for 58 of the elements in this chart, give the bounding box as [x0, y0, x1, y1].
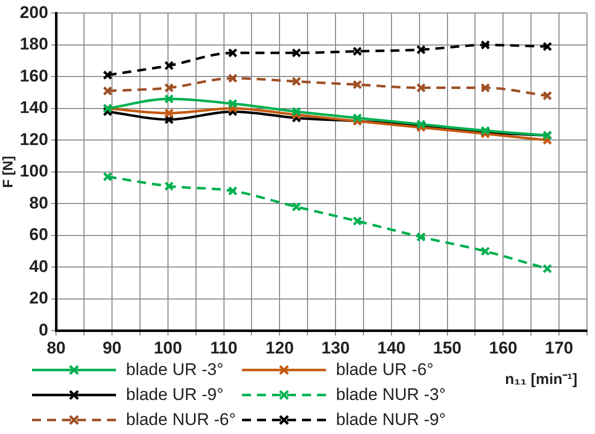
- point: [292, 106, 302, 116]
- y-tick-label: 100: [20, 162, 48, 181]
- y-tick-label: 140: [20, 98, 48, 118]
- point: [292, 76, 302, 86]
- point: [228, 186, 238, 196]
- point: [480, 40, 490, 50]
- y-tick-label: 180: [20, 34, 48, 54]
- point: [228, 48, 238, 58]
- point: [292, 202, 302, 212]
- y-tick-label: 40: [29, 256, 48, 276]
- point: [352, 216, 362, 226]
- point: [352, 46, 362, 56]
- x-tick-label: 170: [544, 338, 574, 358]
- x-tick-label: 110: [210, 338, 238, 358]
- point: [352, 80, 362, 90]
- point: [164, 83, 174, 93]
- point: [164, 60, 174, 70]
- x-tick-label: 120: [265, 338, 294, 358]
- legend-label: blade UR -9°: [126, 384, 224, 404]
- point: [164, 108, 174, 118]
- point: [228, 98, 238, 108]
- x-tick-label: 140: [377, 338, 406, 358]
- x-tick-label: 130: [321, 338, 350, 358]
- point: [164, 181, 174, 191]
- point: [542, 264, 552, 274]
- y-tick-label: 0: [38, 320, 48, 340]
- point: [102, 70, 112, 80]
- point: [542, 42, 552, 52]
- point: [228, 73, 238, 84]
- y-tick-label: 80: [29, 193, 48, 212]
- y-axis-title: F [N]: [0, 156, 16, 188]
- y-tick-label: 120: [20, 130, 48, 149]
- x-axis-title: n₁₁ [min⁻¹]: [505, 370, 578, 388]
- point: [480, 83, 490, 93]
- y-tick-label: 160: [20, 66, 48, 86]
- legend-label: blade UR -3°: [126, 360, 224, 380]
- point: [102, 172, 112, 182]
- x-tick-label: 80: [46, 338, 66, 358]
- point: [352, 113, 362, 123]
- point: [292, 48, 302, 58]
- point: [416, 44, 426, 54]
- y-tick-label: 20: [29, 288, 48, 308]
- x-tick-label: 160: [488, 338, 518, 358]
- point: [416, 83, 426, 93]
- y-tick-label: 200: [20, 2, 48, 22]
- x-tick-label: 100: [154, 338, 182, 358]
- point: [416, 232, 426, 242]
- point: [164, 94, 174, 104]
- legend-label: blade NUR -9°: [336, 410, 446, 430]
- legend-label: blade NUR -6°: [126, 410, 236, 430]
- legend-label: blade NUR -3°: [336, 384, 446, 404]
- point: [542, 90, 552, 101]
- y-tick-label: 60: [29, 225, 48, 244]
- x-tick-label: 90: [102, 338, 122, 358]
- x-tick-label: 150: [433, 338, 462, 358]
- point: [480, 246, 490, 256]
- legend-label: blade UR -6°: [336, 360, 434, 380]
- point: [102, 86, 112, 96]
